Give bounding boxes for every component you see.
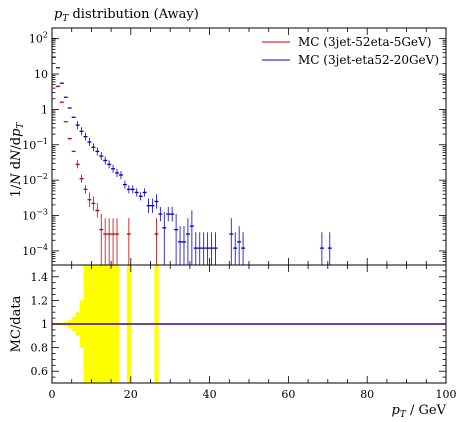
- data-point: [79, 174, 84, 183]
- data-point: [327, 232, 332, 265]
- data-point: [205, 232, 210, 265]
- data-point: [233, 232, 238, 265]
- x-tick-label: 60: [281, 388, 295, 401]
- data-point: [75, 160, 80, 169]
- data-point: [197, 232, 202, 265]
- axes: 0 20 40 60 80 100 10−4 10−3 10−2 10−1 1 10 102 0.6 0.8…: [22, 27, 457, 401]
- data-point: [178, 226, 183, 265]
- y-tick-label: 10−4: [22, 243, 48, 258]
- y-tick-label: 102: [29, 31, 48, 46]
- y-tick-label: 10−2: [22, 172, 48, 187]
- data-point: [91, 143, 96, 152]
- data-point: [103, 218, 108, 265]
- data-point: [319, 232, 324, 265]
- data-point: [193, 232, 198, 265]
- data-point: [107, 160, 112, 169]
- ratio-y-tick-label: 1.4: [31, 271, 49, 284]
- y-tick-label: 10−3: [22, 208, 48, 223]
- data-point: [99, 213, 104, 265]
- ratio-y-tick-label: 1: [41, 318, 48, 331]
- data-point: [142, 188, 147, 197]
- data-point: [75, 121, 80, 130]
- y-tick-label: 1: [41, 103, 48, 116]
- data-point: [126, 185, 131, 194]
- data-point: [111, 218, 116, 265]
- data-point: [158, 206, 163, 222]
- data-point: [241, 232, 246, 265]
- data-point: [83, 132, 88, 141]
- data-point: [111, 164, 116, 173]
- legend-label-red: MC (3jet-52eta-5GeV): [298, 35, 431, 49]
- x-tick-label: 0: [49, 388, 56, 401]
- data-point: [115, 168, 119, 177]
- data-point: [134, 188, 139, 197]
- legend: MC (3jet-52eta-5GeV) MC (3jet-eta52-20Ge…: [262, 35, 439, 67]
- data-point: [118, 170, 123, 180]
- data-point: [138, 192, 143, 201]
- ratio-y-tick-label: 0.6: [31, 365, 49, 378]
- data-point: [95, 203, 100, 218]
- data-point: [154, 194, 159, 209]
- data-point: [166, 206, 171, 222]
- main-y-axis-label: 1/N dN/dpT: [9, 122, 26, 198]
- data-point: [95, 147, 100, 156]
- data-point: [91, 196, 96, 211]
- main-data-points: [52, 38, 332, 265]
- data-point: [229, 218, 234, 265]
- data-point: [209, 232, 214, 265]
- data-point: [185, 218, 190, 265]
- data-point: [162, 211, 167, 265]
- data-point: [87, 137, 92, 147]
- data-point: [146, 198, 151, 213]
- ratio-y-tick-label: 1.2: [31, 294, 49, 307]
- data-point: [213, 232, 218, 265]
- chart-title: pT distribution (Away): [54, 7, 199, 24]
- data-point: [107, 218, 112, 265]
- x-axis-label: pT / GeV: [392, 403, 447, 420]
- data-point: [174, 213, 179, 265]
- x-tick-label: 80: [360, 388, 374, 401]
- data-point: [87, 192, 92, 207]
- data-point: [122, 180, 127, 189]
- data-point: [154, 218, 159, 265]
- x-tick-label: 20: [124, 388, 138, 401]
- y-tick-label: 10: [34, 68, 48, 81]
- x-tick-label: 40: [203, 388, 217, 401]
- data-point: [182, 226, 186, 265]
- data-point: [130, 185, 135, 194]
- y-tick-label: 10−1: [22, 137, 48, 152]
- data-point: [115, 218, 119, 265]
- ratio-y-axis-label: MC/data: [9, 295, 24, 352]
- data-point: [103, 156, 108, 165]
- data-point: [170, 206, 175, 222]
- ratio-y-tick-label: 0.8: [31, 342, 49, 355]
- legend-label-blue: MC (3jet-eta52-20GeV): [298, 53, 439, 67]
- data-point: [150, 198, 155, 213]
- data-point: [237, 226, 242, 265]
- data-point: [99, 152, 104, 161]
- data-point: [83, 185, 88, 194]
- data-point: [201, 232, 206, 265]
- x-tick-label: 100: [436, 388, 457, 401]
- data-point: [189, 210, 194, 265]
- data-point: [126, 218, 131, 265]
- data-point: [79, 127, 84, 136]
